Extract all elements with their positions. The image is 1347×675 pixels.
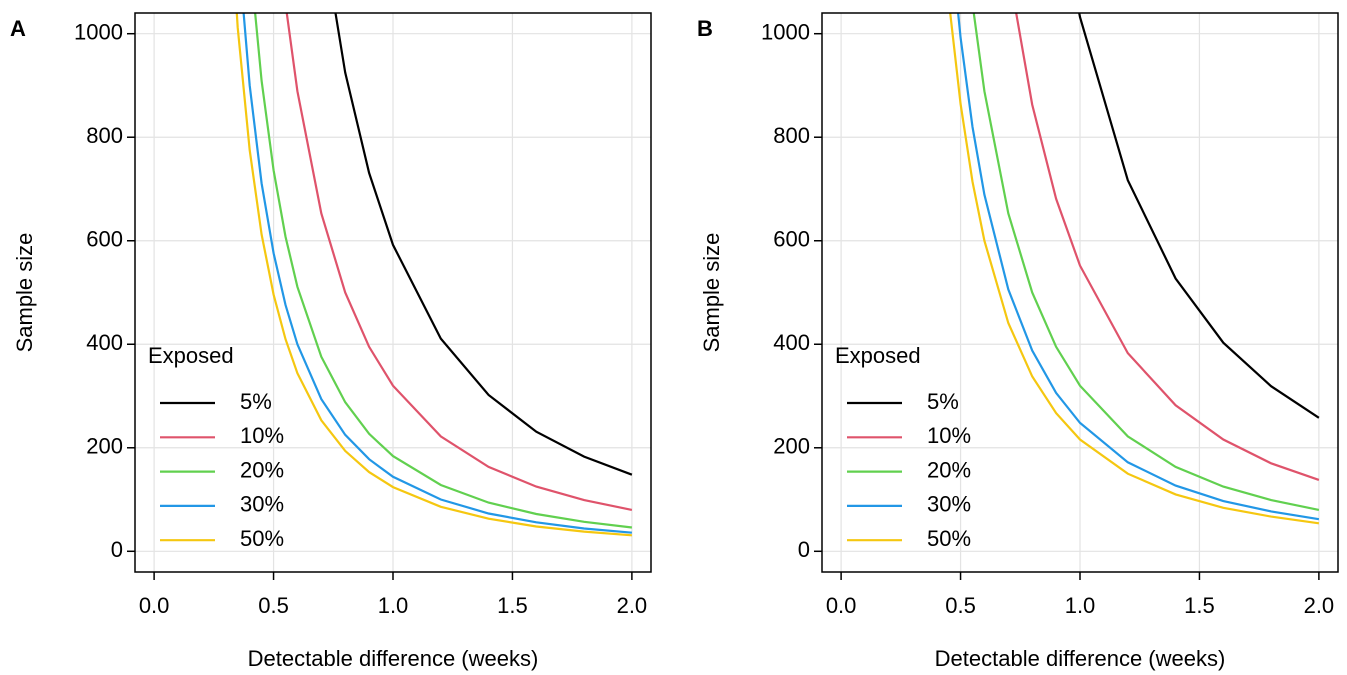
lines <box>235 13 633 537</box>
y-tick-label: 800 <box>773 123 810 148</box>
y-tick-label: 200 <box>773 434 810 459</box>
legend-title: Exposed <box>835 343 921 368</box>
y-tick-label: 0 <box>111 537 123 562</box>
series-line <box>957 13 1320 521</box>
legend-label: 20% <box>240 457 284 482</box>
y-tick-label: 1000 <box>761 20 810 45</box>
x-tick-label: 1.0 <box>378 593 409 618</box>
y-tick-label: 200 <box>86 434 123 459</box>
x-tick-label: 0.5 <box>258 593 289 618</box>
series-line <box>235 13 632 537</box>
series-line <box>242 13 632 534</box>
y-axis-title: Sample size <box>699 233 724 353</box>
legend-title: Exposed <box>148 343 234 368</box>
panel: 0 200 400 600 800 1000 0.0 0.5 1.0 1.5 2.0 A Detecta… <box>10 12 652 671</box>
legend-label: 20% <box>927 457 971 482</box>
panel-label: A <box>10 16 26 41</box>
legend-label: 30% <box>240 492 284 517</box>
x-axis-title: Detectable difference (weeks) <box>248 646 539 671</box>
x-tick-label: 1.5 <box>497 593 528 618</box>
plot-frame <box>134 12 652 573</box>
x-tick-label: 2.0 <box>1304 593 1335 618</box>
y-tick-label: 0 <box>798 537 810 562</box>
x-tick-label: 0.5 <box>945 593 976 618</box>
panel-label: B <box>697 16 713 41</box>
x-tick-label: 1.0 <box>1065 593 1096 618</box>
x-tick-label: 1.5 <box>1184 593 1215 618</box>
legend-label: 30% <box>927 492 971 517</box>
plot-frame <box>821 12 1339 573</box>
x-tick-label: 2.0 <box>617 593 648 618</box>
x-tick-label: 0.0 <box>139 593 170 618</box>
series-line <box>254 13 633 529</box>
y-tick-label: 1000 <box>74 20 123 45</box>
series-line <box>972 13 1320 511</box>
y-tick-label: 400 <box>86 330 123 355</box>
panel: 0 200 400 600 800 1000 0.0 0.5 1.0 1.5 2.0 B Detecta… <box>697 12 1339 671</box>
y-tick-label: 600 <box>773 227 810 252</box>
legend-label: 10% <box>927 423 971 448</box>
legend-label: 5% <box>240 389 272 414</box>
legend-label: 50% <box>927 526 971 551</box>
series-line <box>285 13 633 511</box>
series-line <box>1015 13 1320 481</box>
x-axis-title: Detectable difference (weeks) <box>935 646 1226 671</box>
series-line <box>334 13 633 476</box>
legend-label: 10% <box>240 423 284 448</box>
series-line <box>949 13 1320 525</box>
legend-label: 50% <box>240 526 284 551</box>
y-tick-label: 400 <box>773 330 810 355</box>
x-tick-label: 0.0 <box>826 593 857 618</box>
series-line <box>1078 13 1320 419</box>
lines <box>949 13 1320 525</box>
y-tick-label: 800 <box>86 123 123 148</box>
y-tick-label: 600 <box>86 227 123 252</box>
legend-label: 5% <box>927 389 959 414</box>
y-axis-title: Sample size <box>12 233 37 353</box>
